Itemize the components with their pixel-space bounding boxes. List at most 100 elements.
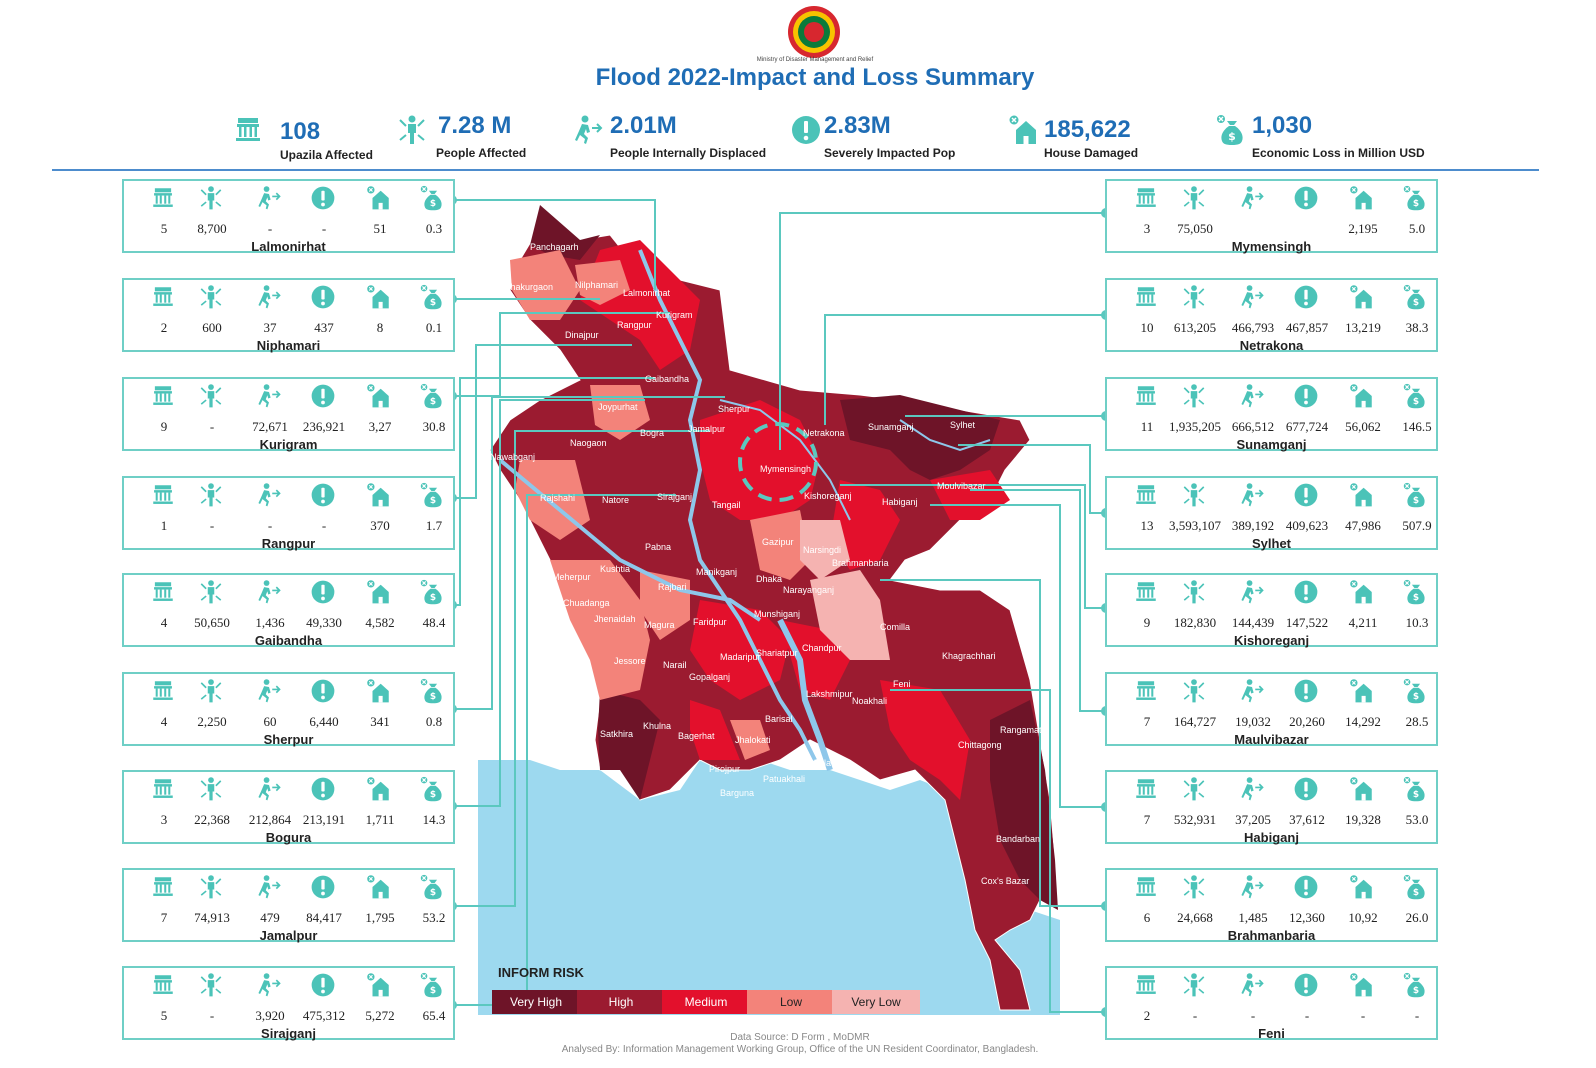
district-value: 409,623 — [1285, 518, 1329, 533]
alert-icon — [1294, 186, 1318, 210]
district-value: - — [209, 1008, 215, 1023]
district-map-label: Pirojpur — [709, 764, 740, 774]
district-map-label: Gaibandha — [645, 374, 689, 384]
district-value: - — [321, 221, 327, 236]
district-map-label: Shariatpur — [756, 648, 798, 658]
district-card-sunamganj: 11 1,935,205 666,512 677,724 56,062 146.5 Suna… — [1105, 377, 1438, 452]
district-card-niphamari: 2 600 37 437 8 0.1 Niphamari — [122, 278, 455, 353]
region-narsingdi — [800, 520, 850, 580]
district-map-label: Jessore — [614, 656, 646, 666]
money-bag-icon — [1403, 678, 1426, 704]
region-mymensingh — [700, 400, 820, 520]
district-value: 0.8 — [425, 714, 443, 729]
region-chittagong — [880, 680, 970, 800]
building-icon — [153, 681, 173, 700]
region-habiganj — [830, 480, 900, 570]
alert-icon — [1294, 973, 1318, 997]
district-map-label: Narsingdi — [803, 545, 841, 555]
alert-icon — [311, 384, 335, 408]
stat-label: People Affected — [436, 146, 527, 160]
building-icon — [1136, 485, 1156, 504]
district-value: 341 — [370, 714, 390, 729]
district-value: 74,913 — [194, 910, 230, 925]
displaced-person-icon — [1240, 185, 1264, 211]
money-bag-icon — [420, 579, 443, 605]
district-value: 38.3 — [1405, 320, 1429, 335]
district-map-label: Bagerhat — [678, 731, 715, 741]
data-source: Data Source: D Form , MoDMR Analysed By:… — [400, 1032, 1200, 1056]
district-value: 13 — [1140, 518, 1154, 533]
alert-icon — [311, 679, 335, 703]
district-map-label: Gopalganj — [689, 672, 730, 682]
district-name: Kishoreganj — [1233, 633, 1310, 648]
house-damaged-icon — [1349, 284, 1373, 309]
district-map-label: Cox's Bazar — [981, 876, 1029, 886]
district-map-label: Manikganj — [696, 567, 737, 577]
district-map-label: Dhaka — [756, 574, 782, 584]
money-bag-icon — [1403, 482, 1426, 508]
money-bag-icon — [420, 482, 443, 508]
building-icon — [153, 582, 173, 601]
stat-house-damaged: 185,622 House Damaged — [1008, 112, 1158, 162]
district-card-habiganj: 7 532,931 37,205 37,612 19,328 53.0 Habiganj — [1105, 770, 1438, 845]
district-map-label: Thakurgaon — [505, 282, 553, 292]
district-value: 507.9 — [1402, 518, 1432, 533]
region-madaripur — [690, 600, 790, 700]
district-card-kurigram: 9 - 72,671 236,921 3,27 30.8 Kurigram — [122, 377, 455, 452]
region-comilla — [810, 570, 890, 660]
district-map-label: Panchagarh — [530, 242, 579, 252]
alert-icon — [1294, 285, 1318, 309]
district-map-label: Chittagong — [958, 740, 1002, 750]
data-source-line: Data Source: D Form , MoDMR — [730, 1032, 870, 1043]
person-icon — [200, 678, 222, 704]
district-name: Brahmanbaria — [1227, 928, 1316, 943]
district-name: Rangpur — [261, 536, 316, 551]
district-map-label: Sirajganj — [657, 492, 692, 502]
house-damaged-icon — [366, 972, 390, 997]
legend-very-low: Very Low — [832, 990, 920, 1014]
person-icon — [1183, 972, 1205, 998]
building-icon — [1136, 386, 1156, 405]
river-jamuna — [638, 249, 817, 761]
displaced-person-icon — [1240, 776, 1264, 802]
displaced-person-icon — [257, 579, 281, 605]
district-map-label: Jamalpur — [688, 424, 725, 434]
district-value: - — [321, 518, 327, 533]
district-map-label: Nilphamari — [575, 280, 618, 290]
district-value: 6,440 — [309, 714, 339, 729]
money-bag-icon — [1403, 972, 1426, 998]
house-damaged-icon — [366, 284, 390, 309]
district-map-label: Sunamganj — [868, 422, 914, 432]
district-map-label: Noakhali — [852, 696, 887, 706]
district-card-mymensingh: 3 75,050 2,195 5.0 Mymensingh — [1105, 179, 1438, 254]
district-value: - — [1360, 1008, 1366, 1023]
district-value: 4,582 — [365, 615, 395, 630]
district-card-sylhet: 13 3,593,107 389,192 409,623 47,986 507.9 Sylh… — [1105, 476, 1438, 551]
district-name: Sirajganj — [261, 1026, 316, 1041]
alert-icon — [311, 285, 335, 309]
person-icon — [200, 776, 222, 802]
house-damaged-icon — [366, 776, 390, 801]
person-icon — [1183, 874, 1205, 900]
stat-severely-impacted: 2.83M Severely Impacted Pop — [790, 112, 960, 162]
house-damaged-icon — [1349, 579, 1373, 604]
building-icon — [153, 485, 173, 504]
district-card-brahmanbaria: 6 24,668 1,485 12,360 10,92 26.0 Brahmanbaria — [1105, 868, 1438, 943]
person-icon — [200, 972, 222, 998]
district-map-label: Sherpur — [718, 404, 750, 414]
district-value: 7 — [160, 910, 168, 925]
district-card-feni: 2- - - - - Feni — [1105, 966, 1438, 1041]
stat-value: 1,030 — [1252, 112, 1313, 139]
district-map-label: Dinajpur — [565, 330, 599, 340]
person-icon — [200, 185, 222, 211]
district-map-label: Chuadanga — [563, 598, 610, 608]
district-value: 3 — [160, 812, 168, 827]
building-icon — [1136, 681, 1156, 700]
district-value: 2 — [160, 320, 168, 335]
legend-title: INFORM RISK — [498, 965, 584, 980]
district-value: 389,192 — [1231, 518, 1275, 533]
district-map-label: Jhalokati — [735, 735, 771, 745]
alert-icon — [1294, 875, 1318, 899]
house-damaged-icon — [366, 482, 390, 507]
house-damaged-icon — [1349, 383, 1373, 408]
